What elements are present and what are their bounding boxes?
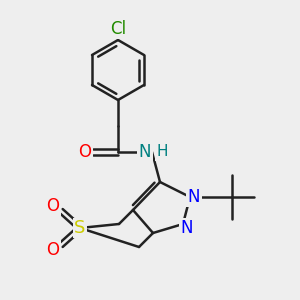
Text: O: O — [46, 241, 59, 259]
Text: Cl: Cl — [110, 20, 126, 38]
Text: O: O — [79, 143, 92, 161]
Text: N: N — [188, 188, 200, 206]
Text: S: S — [74, 219, 86, 237]
Text: N: N — [139, 143, 151, 161]
Text: H: H — [156, 145, 168, 160]
Text: N: N — [181, 219, 193, 237]
Text: O: O — [46, 197, 59, 215]
